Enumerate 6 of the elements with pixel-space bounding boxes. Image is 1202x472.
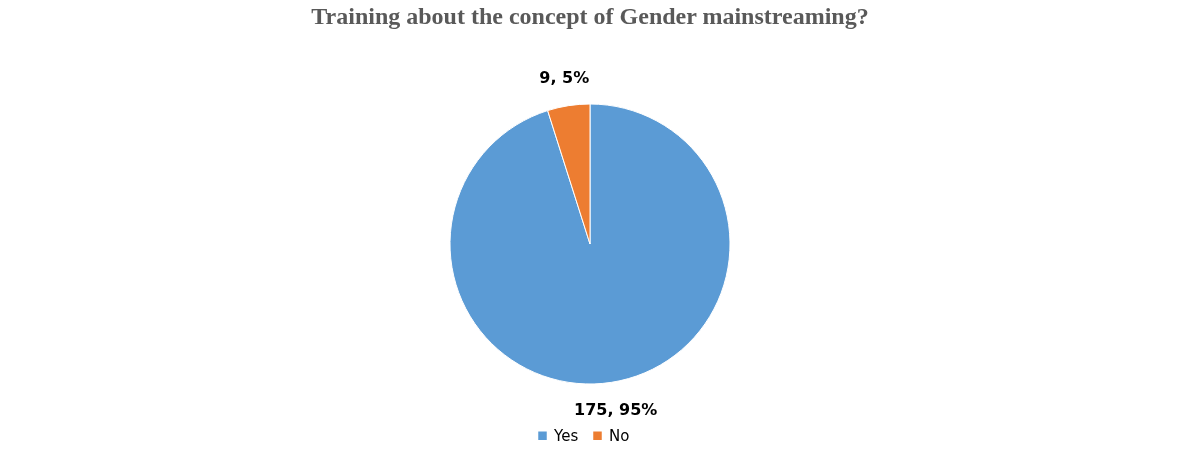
legend-label: No	[609, 426, 630, 445]
pie-slice	[449, 103, 731, 385]
data-label: 9, 5%	[539, 67, 590, 87]
chart-title: Training about the concept of Gender mainstreaming?	[311, 3, 869, 29]
data-label: 175, 95%	[574, 400, 658, 420]
legend-label: Yes	[553, 426, 579, 445]
